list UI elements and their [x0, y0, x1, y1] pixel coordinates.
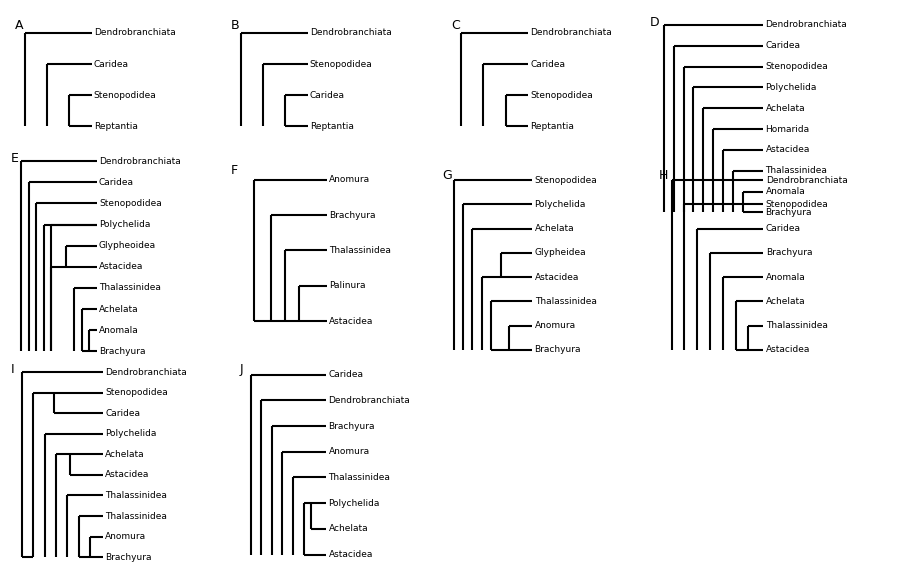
Text: I: I [11, 363, 14, 376]
Text: Polychelida: Polychelida [535, 200, 586, 209]
Text: Achelata: Achelata [535, 224, 574, 233]
Text: A: A [15, 19, 23, 32]
Text: Dendrobranchiata: Dendrobranchiata [766, 20, 847, 30]
Text: Dendrobranchiata: Dendrobranchiata [530, 28, 612, 38]
Text: Astacidea: Astacidea [99, 262, 143, 272]
Text: Stenopodidea: Stenopodidea [766, 200, 829, 209]
Text: Astacidea: Astacidea [328, 550, 373, 559]
Text: Caridea: Caridea [99, 178, 134, 187]
Text: Thalassinidea: Thalassinidea [766, 321, 828, 330]
Text: Astacidea: Astacidea [328, 317, 374, 325]
Text: Caridea: Caridea [766, 41, 800, 50]
Text: Glypheidea: Glypheidea [535, 248, 586, 257]
Text: Reptantia: Reptantia [94, 122, 138, 131]
Text: Dendrobranchiata: Dendrobranchiata [766, 175, 848, 185]
Text: Brachyura: Brachyura [99, 347, 146, 356]
Text: Brachyura: Brachyura [328, 211, 375, 219]
Text: Polychelida: Polychelida [105, 429, 157, 438]
Text: Thalassinidea: Thalassinidea [328, 246, 391, 255]
Text: Stenopodidea: Stenopodidea [530, 91, 593, 100]
Text: Stenopodidea: Stenopodidea [766, 62, 828, 71]
Text: Dendrobranchiata: Dendrobranchiata [105, 368, 187, 377]
Text: Achelata: Achelata [105, 450, 145, 459]
Text: Thalassinidea: Thalassinidea [766, 166, 827, 175]
Text: Stenopodidea: Stenopodidea [99, 199, 162, 208]
Text: Palinura: Palinura [328, 281, 365, 290]
Text: F: F [231, 164, 238, 177]
Text: Homarida: Homarida [766, 124, 810, 134]
Text: J: J [240, 363, 244, 376]
Text: Thalassinidea: Thalassinidea [328, 473, 391, 482]
Text: Anomura: Anomura [535, 321, 576, 330]
Text: Astacidea: Astacidea [105, 470, 149, 479]
Text: Dendrobranchiata: Dendrobranchiata [310, 28, 392, 38]
Text: Achelata: Achelata [766, 104, 806, 113]
Text: Brachyura: Brachyura [535, 345, 581, 354]
Text: Anomala: Anomala [766, 273, 806, 281]
Text: Polychelida: Polychelida [328, 499, 380, 508]
Text: Thalassinidea: Thalassinidea [535, 297, 597, 306]
Text: Stenopodidea: Stenopodidea [94, 91, 157, 100]
Text: Caridea: Caridea [530, 60, 565, 68]
Text: Reptantia: Reptantia [310, 122, 354, 131]
Text: Anomala: Anomala [766, 187, 806, 196]
Text: E: E [11, 152, 18, 164]
Text: Astacidea: Astacidea [766, 345, 810, 354]
Text: D: D [650, 16, 660, 28]
Text: Brachyura: Brachyura [766, 208, 812, 217]
Text: Caridea: Caridea [94, 60, 129, 68]
Text: Thalassinidea: Thalassinidea [105, 511, 167, 521]
Text: H: H [659, 169, 668, 182]
Text: Dendrobranchiata: Dendrobranchiata [328, 396, 410, 405]
Text: Stenopodidea: Stenopodidea [310, 60, 373, 68]
Text: Achelata: Achelata [766, 297, 806, 306]
Text: Dendrobranchiata: Dendrobranchiata [94, 28, 176, 38]
Text: Caridea: Caridea [328, 370, 364, 379]
Text: Anomura: Anomura [105, 532, 147, 541]
Text: Caridea: Caridea [105, 409, 140, 418]
Text: Stenopodidea: Stenopodidea [105, 388, 168, 397]
Text: C: C [452, 19, 460, 32]
Text: G: G [443, 169, 453, 182]
Text: Polychelida: Polychelida [99, 220, 150, 229]
Text: Anomura: Anomura [328, 448, 370, 456]
Text: Brachyura: Brachyura [105, 552, 152, 562]
Text: Thalassinidea: Thalassinidea [99, 283, 161, 292]
Text: Brachyura: Brachyura [766, 248, 813, 257]
Text: Reptantia: Reptantia [530, 122, 574, 131]
Text: Anomala: Anomala [99, 325, 139, 335]
Text: Anomura: Anomura [328, 175, 370, 184]
Text: Astacidea: Astacidea [535, 273, 579, 281]
Text: Achelata: Achelata [328, 525, 368, 533]
Text: Caridea: Caridea [766, 224, 801, 233]
Text: Brachyura: Brachyura [328, 422, 375, 431]
Text: Stenopodidea: Stenopodidea [535, 175, 598, 185]
Text: Astacidea: Astacidea [766, 145, 810, 155]
Text: Dendrobranchiata: Dendrobranchiata [99, 156, 181, 166]
Text: Achelata: Achelata [99, 305, 139, 314]
Text: Thalassinidea: Thalassinidea [105, 491, 167, 500]
Text: B: B [231, 19, 239, 32]
Text: Polychelida: Polychelida [766, 83, 817, 92]
Text: Glypheoidea: Glypheoidea [99, 241, 156, 250]
Text: Caridea: Caridea [310, 91, 345, 100]
